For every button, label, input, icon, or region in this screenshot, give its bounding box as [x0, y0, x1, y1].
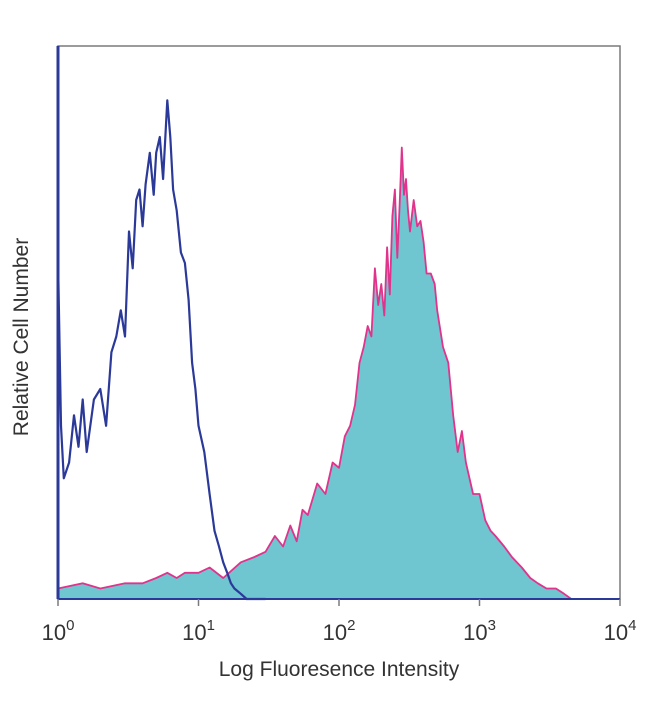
plot-area	[56, 99, 578, 601]
x-tick-label-4: 104	[604, 617, 637, 645]
series-0-line	[56, 99, 266, 601]
x-tick-label-2: 102	[323, 617, 356, 645]
x-tick-label-3: 103	[463, 617, 496, 645]
y-axis-title: Relative Cell Number	[10, 238, 33, 436]
x-axis-ticks: 100 101 102 103 104	[42, 599, 637, 645]
x-axis-title: Log Fluoresence Intensity	[219, 658, 460, 681]
x-tick-label-0: 100	[42, 617, 75, 645]
series-1-fill	[58, 147, 578, 599]
series-1-outline	[57, 146, 578, 600]
x-tick-label-1: 101	[182, 617, 215, 645]
